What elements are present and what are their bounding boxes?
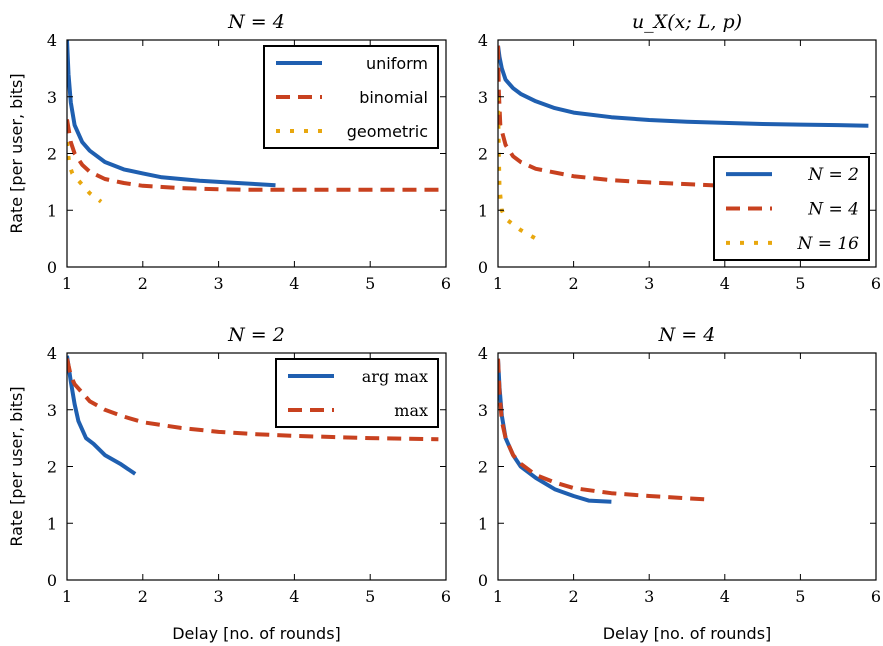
legend-label: uniform [366,54,428,73]
x-tick-label: 1 [493,587,503,606]
y-tick-label: 0 [478,258,488,277]
panel-title: N = 4 [227,11,285,33]
x-tick-label: 2 [569,587,579,606]
legend: uniform binomial geometric [263,45,439,149]
legend: arg max max [275,358,439,428]
y-tick-label: 2 [478,458,488,477]
x-tick-label: 5 [795,587,805,606]
y-tick-label: 4 [47,344,57,363]
series-line-series-2 [498,358,707,502]
series-line-uniform [67,40,276,188]
panel-title: N = 2 [227,324,285,346]
x-tick-label: 4 [720,587,730,606]
y-tick-label: 0 [47,258,57,277]
y-tick-label: 1 [47,201,57,220]
y-tick-label: 0 [478,571,488,590]
x-tick-label: 6 [871,274,881,293]
legend-label: arg max [362,367,428,386]
x-axis-title: Delay [no. of rounds] [603,624,772,643]
legend-label: max [394,401,428,420]
y-tick-label: 4 [478,344,488,363]
x-tick-label: 4 [720,274,730,293]
y-axis-title: Rate [per user, bits] [7,386,26,546]
legend-label: binomial [359,88,428,107]
plot-frame [497,352,877,581]
x-tick-label: 3 [214,587,224,606]
legend: N = 2 N = 4 N = 16 [713,156,870,261]
x-tick-label: 1 [62,587,72,606]
x-tick-label: 1 [62,274,72,293]
y-tick-label: 1 [47,514,57,533]
legend-label: N = 2 [807,165,859,185]
y-tick-label: 1 [478,514,488,533]
series-line-geometric [67,141,103,204]
series-line-max [67,358,439,442]
series-line-n-2 [498,45,869,128]
x-tick-label: 5 [795,274,805,293]
y-tick-label: 1 [478,201,488,220]
x-tick-label: 1 [493,274,503,293]
panel-title: u_X(x; L, p) [632,11,742,33]
x-tick-label: 3 [644,274,654,293]
y-tick-label: 3 [47,401,57,420]
x-tick-label: 3 [214,274,224,293]
y-tick-label: 2 [478,145,488,164]
x-tick-label: 2 [138,274,148,293]
y-tick-label: 3 [478,401,488,420]
x-tick-label: 2 [138,587,148,606]
x-tick-label: 4 [289,274,299,293]
x-tick-label: 2 [569,274,579,293]
x-tick-label: 5 [365,274,375,293]
series-line-n-16 [498,96,537,241]
x-axis-title: Delay [no. of rounds] [172,624,341,643]
y-axis-title: Rate [per user, bits] [7,73,26,233]
series-line-arg-max [67,355,137,476]
y-tick-label: 2 [47,458,57,477]
legend-label: N = 16 [796,234,859,254]
y-tick-label: 0 [47,571,57,590]
legend-box [275,358,439,428]
y-tick-label: 4 [47,31,57,50]
y-tick-label: 3 [47,88,57,107]
legend-label: geometric [347,122,428,141]
y-tick-label: 3 [478,88,488,107]
legend-label: N = 4 [807,200,859,220]
x-tick-label: 6 [871,587,881,606]
panel-title: N = 4 [658,324,716,346]
x-tick-label: 3 [644,587,654,606]
y-tick-label: 2 [47,145,57,164]
x-tick-label: 5 [365,587,375,606]
series-line-series-1 [498,358,612,504]
x-tick-label: 6 [441,274,451,293]
x-tick-label: 4 [289,587,299,606]
x-tick-label: 6 [441,587,451,606]
y-tick-label: 4 [478,31,488,50]
